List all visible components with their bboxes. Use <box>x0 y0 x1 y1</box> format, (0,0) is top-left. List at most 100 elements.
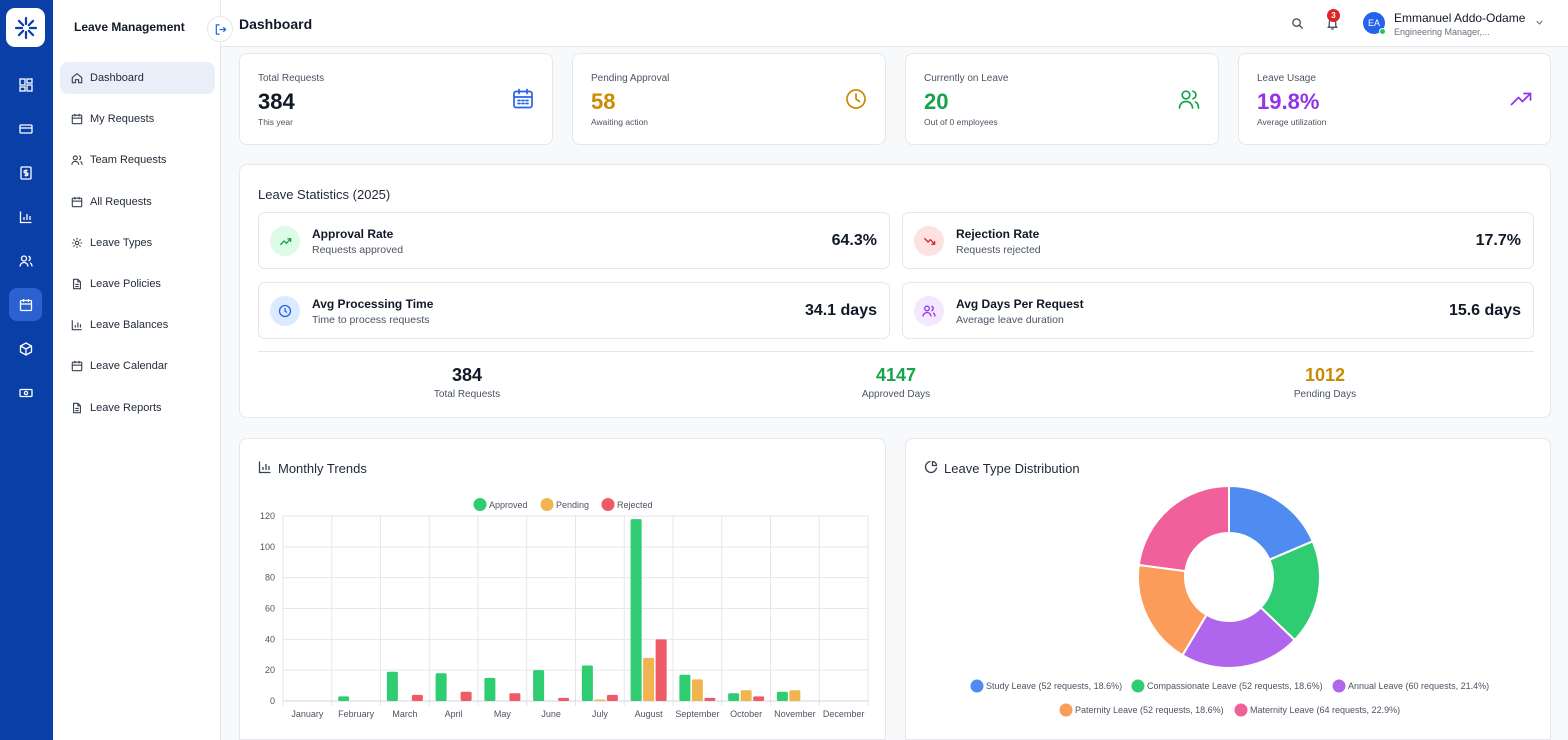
rejection-rate-value: 17.7% <box>1475 232 1521 249</box>
legend-label[interactable]: Pending <box>556 500 589 510</box>
rail-users-icon[interactable] <box>9 244 42 277</box>
pending-approval-value: 58 <box>591 89 616 114</box>
bar-approved[interactable] <box>630 519 642 701</box>
x-tick-label: July <box>592 709 609 719</box>
bar-rejected[interactable] <box>753 696 765 701</box>
avg-days-per-request-value: 15.6 days <box>1448 302 1521 319</box>
bar-rejected[interactable] <box>655 639 667 701</box>
collapse-sidebar-button[interactable] <box>207 16 233 42</box>
bar-rejected[interactable] <box>509 693 521 701</box>
sidebar-item-leave-types[interactable]: Leave Types <box>60 227 215 259</box>
chart-legend: Study Leave (52 requests, 18.6%) Compassi… <box>970 679 1489 717</box>
sidebar-item-leave-reports[interactable]: Leave Reports <box>60 392 215 424</box>
legend-swatch[interactable] <box>601 498 615 511</box>
bar-rejected[interactable] <box>460 691 472 701</box>
sidebar-item-dashboard[interactable]: Dashboard <box>60 62 215 94</box>
notification-badge: 3 <box>1327 9 1340 22</box>
chevron-down-icon[interactable] <box>1534 17 1545 28</box>
leave-usage-label: Leave Usage <box>1257 73 1316 84</box>
top-header: Dashboard 3 EA Emmanuel Addo-Odame Engin… <box>221 0 1568 47</box>
sidebar-item-leave-calendar[interactable]: Leave Calendar <box>60 350 215 382</box>
bar-approved[interactable] <box>435 673 447 701</box>
icon-rail <box>0 0 53 740</box>
legend-swatch[interactable] <box>970 679 984 693</box>
leave-type-distribution-card: Leave Type Distribution Study Leave (52 … <box>905 438 1551 740</box>
x-tick-label: February <box>338 709 375 719</box>
legend-swatch[interactable] <box>473 498 487 511</box>
bar-pending[interactable] <box>789 690 801 701</box>
bar-rejected[interactable] <box>606 694 618 701</box>
legend-label[interactable]: Compassionate Leave (52 requests, 18.6%) <box>1147 681 1323 691</box>
donut-slice[interactable] <box>1181 606 1297 669</box>
bar-approved[interactable] <box>679 674 691 701</box>
legend-label[interactable]: Study Leave (52 requests, 18.6%) <box>986 681 1122 691</box>
total-requests-label: Total Requests <box>258 73 325 84</box>
sidebar-item-leave-balances[interactable]: Leave Balances <box>60 309 215 341</box>
app-logo[interactable] <box>6 8 45 47</box>
rail-cash-icon[interactable] <box>9 376 42 409</box>
rail-dollar-icon[interactable] <box>9 156 42 189</box>
legend-label[interactable]: Approved <box>489 500 528 510</box>
legend-swatch[interactable] <box>1059 703 1073 717</box>
rail-grid-icon[interactable] <box>9 68 42 101</box>
rail-chart-icon[interactable] <box>9 200 42 233</box>
legend-swatch[interactable] <box>1234 703 1248 717</box>
pending-days-label: Pending Days <box>1293 389 1357 400</box>
y-tick-label: 120 <box>260 511 275 521</box>
total-requests-sub: This year <box>258 117 293 127</box>
sidebar-item-all-requests[interactable]: All Requests <box>60 186 215 218</box>
y-tick-label: 100 <box>260 542 275 552</box>
x-tick-label: June <box>541 709 561 719</box>
bar-approved[interactable] <box>386 671 398 701</box>
bar-approved[interactable] <box>581 665 593 701</box>
legend-label[interactable]: Paternity Leave (52 requests, 18.6%) <box>1075 705 1224 715</box>
sidebar-item-label: Leave Calendar <box>90 360 168 372</box>
total-requests-label: Total Requests <box>433 389 501 400</box>
bar-pending[interactable] <box>643 657 655 701</box>
rail-calendar-icon[interactable] <box>9 288 42 321</box>
donut-slice[interactable] <box>1137 484 1230 573</box>
bar-approved[interactable] <box>338 696 350 701</box>
bar-approved[interactable] <box>728 693 740 701</box>
bar-pending[interactable] <box>691 679 703 701</box>
bar-rejected[interactable] <box>558 697 570 701</box>
total-requests-summary: 384 Total Requests <box>367 365 567 400</box>
rejection-rate-stat: Rejection Rate Requests rejected 17.7% <box>902 212 1534 269</box>
leave-usage-sub: Average utilization <box>1257 117 1327 127</box>
search-button[interactable] <box>1288 14 1306 32</box>
bar-approved[interactable] <box>533 670 545 701</box>
trending-up-icon <box>1510 92 1532 106</box>
sidebar-item-leave-policies[interactable]: Leave Policies <box>60 268 215 300</box>
leave-statistics-card: Leave Statistics (2025) Approval Rate Re… <box>239 164 1551 418</box>
sidebar-item-my-requests[interactable]: My Requests <box>60 103 215 135</box>
user-name[interactable]: Emmanuel Addo-Odame <box>1394 11 1526 25</box>
legend-swatch[interactable] <box>1131 679 1145 693</box>
sidebar-item-label: Leave Balances <box>90 319 169 331</box>
rail-card-icon[interactable] <box>9 112 42 145</box>
sidebar-item-label: Team Requests <box>90 154 167 166</box>
legend-label[interactable]: Annual Leave (60 requests, 21.4%) <box>1348 681 1489 691</box>
legend-label[interactable]: Rejected <box>617 500 653 510</box>
bar-rejected[interactable] <box>411 694 423 701</box>
x-tick-label: March <box>392 709 417 719</box>
bar-approved[interactable] <box>484 677 496 701</box>
legend-swatch[interactable] <box>540 498 554 511</box>
bar-chart-icon <box>258 461 271 474</box>
legend-label[interactable]: Maternity Leave (64 requests, 22.9%) <box>1250 705 1400 715</box>
sunburst-logo-icon <box>14 16 37 39</box>
total-requests-value: 384 <box>258 89 295 114</box>
trending-up-icon <box>270 226 300 256</box>
sidebar-item-team-requests[interactable]: Team Requests <box>60 144 215 176</box>
home-icon <box>71 72 83 84</box>
legend-swatch[interactable] <box>1332 679 1346 693</box>
bar-pending[interactable] <box>594 699 606 701</box>
bar-rejected[interactable] <box>704 697 716 701</box>
user-role: Engineering Manager,... <box>1394 27 1490 37</box>
rail-box-icon[interactable] <box>9 332 42 365</box>
bar-pending[interactable] <box>740 690 752 701</box>
avg-processing-time-title: Avg Processing Time <box>312 297 434 311</box>
user-avatar[interactable]: EA <box>1363 12 1386 35</box>
gear-icon <box>71 237 83 249</box>
leave-usage-card: Leave Usage 19.8% Average utilization <box>1238 53 1551 145</box>
bar-approved[interactable] <box>776 691 788 701</box>
